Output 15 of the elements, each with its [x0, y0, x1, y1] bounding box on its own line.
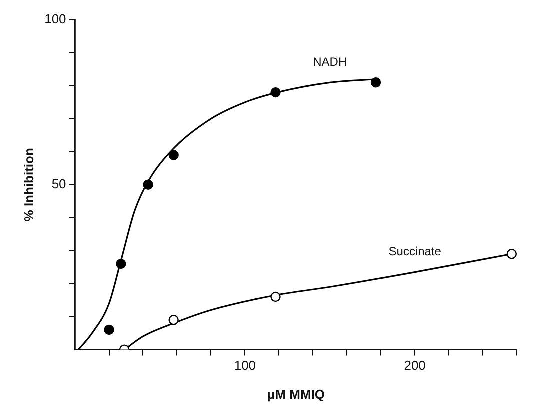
- y-axis-title: % Inhibition: [21, 148, 36, 222]
- series-label: Succinate: [388, 244, 442, 259]
- x-tick-label: 200: [404, 358, 426, 374]
- series-label: NADH: [313, 54, 348, 69]
- point: [104, 324, 114, 336]
- point: [168, 150, 179, 160]
- y-tick-label: 50: [52, 176, 66, 192]
- point: [168, 315, 179, 326]
- point: [506, 249, 517, 260]
- point: [370, 78, 382, 88]
- point: [143, 180, 154, 190]
- point: [270, 292, 281, 302]
- point: [270, 87, 281, 98]
- point: [116, 258, 126, 270]
- x-axis-title: μM MMIQ: [267, 386, 326, 402]
